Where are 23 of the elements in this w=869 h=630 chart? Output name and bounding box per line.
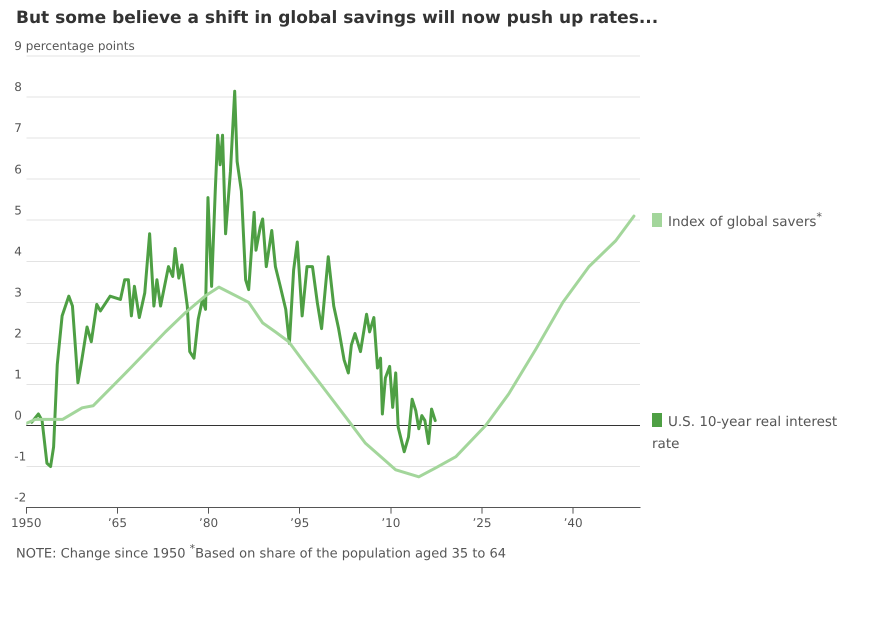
y-tick-label: 1 <box>14 368 22 382</box>
legend-label: U.S. 10-year real interest rate <box>652 414 838 452</box>
x-tick-label: ’80 <box>199 516 218 530</box>
x-tick-label: ’10 <box>381 516 400 530</box>
y-tick-label: -2 <box>14 490 26 505</box>
x-tick-label: ’65 <box>108 516 127 530</box>
x-tick-label: ’25 <box>472 516 492 530</box>
y-tick-label: -1 <box>14 450 26 464</box>
x-tick-label: 1950 <box>10 516 42 530</box>
y-tick-label: 0 <box>14 408 22 423</box>
text: NOTE: Change since 1950 $^{*}$Based on share of the population aged 35 to 64 <box>16 542 508 562</box>
y-tick-label: 5 <box>14 203 22 218</box>
y-tick-label: 2 <box>14 326 22 341</box>
legend-label: Index of global savers$^{*}$ <box>668 210 822 230</box>
y-tick-label: 9 percentage points <box>14 39 135 54</box>
y-tick-label: 7 <box>14 121 22 136</box>
x-tick-label: ’95 <box>290 516 310 530</box>
y-tick-label: 8 <box>14 80 22 94</box>
y-tick-label: 4 <box>14 244 22 258</box>
x-tick-label: ’40 <box>564 516 583 530</box>
y-tick-label: 6 <box>14 162 22 176</box>
y-tick-label: 3 <box>14 285 22 300</box>
chart-title: But some believe a shift in global savings will now push up rates... <box>16 8 660 28</box>
